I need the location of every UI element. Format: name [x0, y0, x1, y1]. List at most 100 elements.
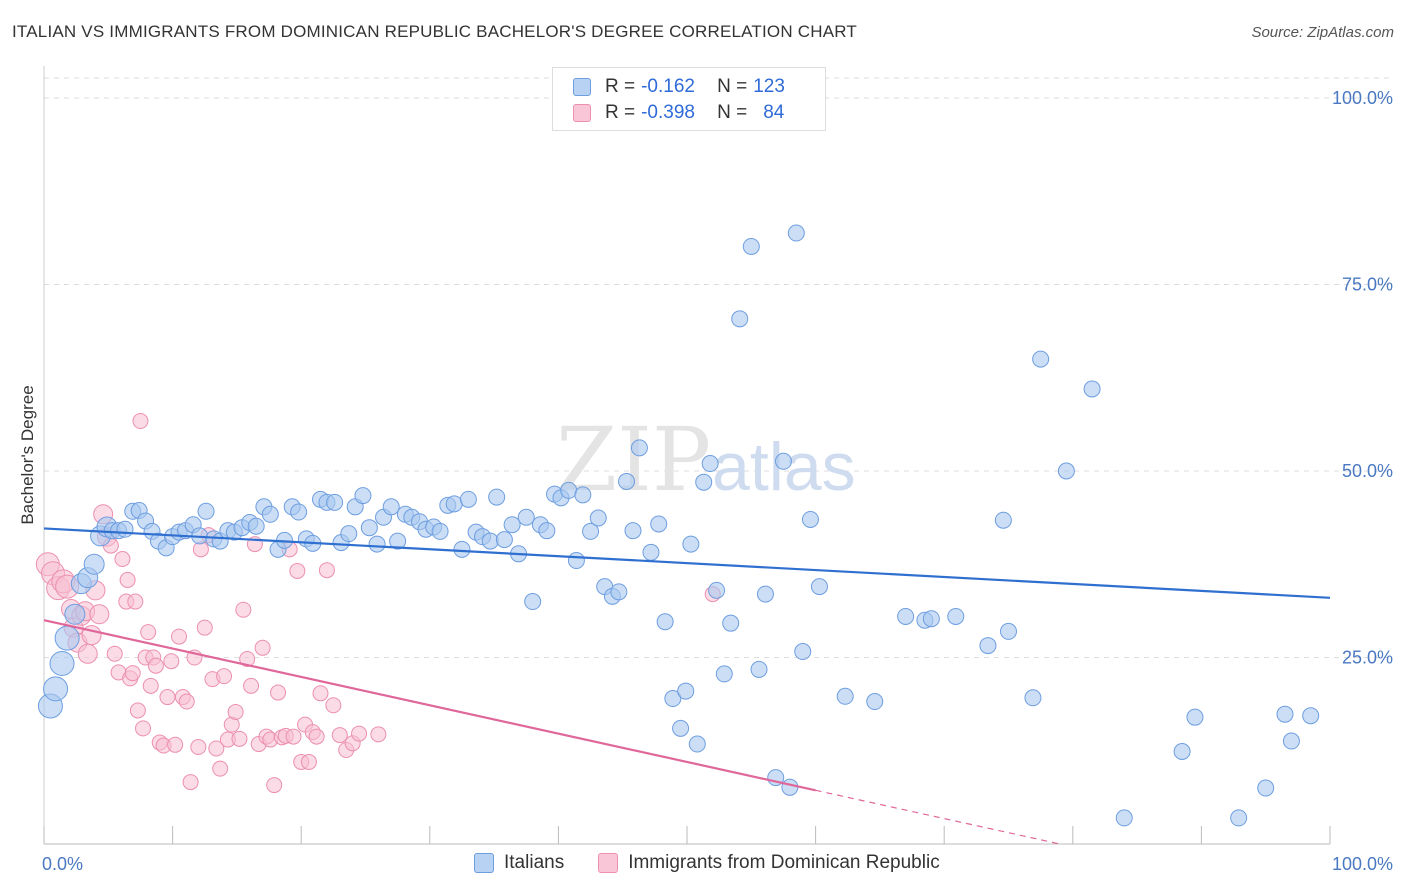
italian-point — [682, 535, 700, 553]
x-tick-label: 0.0% — [42, 854, 83, 874]
italians-trend-line — [43, 527, 1331, 599]
dominican-point — [318, 562, 335, 579]
italian-point — [1230, 809, 1248, 827]
italian-point — [1057, 462, 1075, 480]
dominican-point — [235, 601, 252, 618]
italian-point — [866, 693, 884, 711]
italian-point — [567, 552, 585, 570]
dominican-point — [370, 726, 387, 743]
dominican-point — [129, 702, 146, 719]
legend-n-value: 123 — [753, 76, 785, 97]
italian-point — [650, 515, 668, 533]
italian-point — [524, 593, 542, 611]
italian-point — [656, 613, 674, 631]
trend-lines — [43, 527, 1331, 845]
italian-point — [1173, 742, 1191, 760]
dominican-point — [135, 720, 152, 737]
x-tick-label: 100.0% — [1332, 854, 1393, 874]
italian-point — [701, 455, 719, 473]
dominican-point — [266, 777, 283, 794]
italian-point — [54, 625, 80, 651]
italian-point — [382, 498, 400, 516]
italian-point — [742, 237, 760, 255]
dominican-point — [196, 619, 213, 636]
dominican-point — [285, 728, 302, 745]
dominican-point — [163, 653, 180, 670]
dominican-point — [124, 665, 141, 682]
dominican-point — [106, 645, 123, 662]
dominican-point — [147, 657, 164, 674]
italian-point — [787, 224, 805, 242]
italian-point — [49, 650, 75, 676]
italian-point — [368, 535, 386, 553]
italian-point — [664, 690, 682, 708]
italian-point — [326, 493, 344, 511]
italian-point — [43, 676, 69, 702]
italian-point — [947, 607, 965, 625]
chart-title: ITALIAN VS IMMIGRANTS FROM DOMINICAN REP… — [12, 22, 857, 41]
dominican-point — [77, 643, 98, 664]
dominican-point — [167, 736, 184, 753]
dominican-point — [159, 689, 176, 706]
italian-point — [630, 439, 648, 457]
dominican-point — [312, 685, 329, 702]
italian-point — [1302, 707, 1320, 725]
dominican-point — [132, 413, 149, 430]
series-legend: Italians Immigrants from Dominican Repub… — [474, 852, 974, 874]
italian-point — [589, 509, 607, 527]
italian-point — [642, 543, 660, 561]
italian-point — [1115, 809, 1133, 827]
legend-n-label: N = — [717, 76, 748, 97]
italian-point — [618, 472, 636, 490]
dominican-point — [231, 730, 248, 747]
dominican-point — [308, 728, 325, 745]
italian-point — [672, 719, 690, 737]
legend-n-value: 84 — [763, 102, 785, 123]
italian-point — [750, 660, 768, 678]
dominican-point — [212, 760, 229, 777]
legend-item-italians[interactable]: Italians — [474, 852, 564, 874]
italian-point — [481, 532, 499, 550]
legend-r-value: -0.162 — [641, 76, 695, 97]
legend-item-dominican[interactable]: Immigrants from Dominican Republic — [598, 852, 940, 874]
italian-point — [1282, 732, 1300, 750]
dominican-point — [208, 740, 225, 757]
legend-swatch-dominican — [573, 104, 591, 122]
tick-labels: 25.0% 50.0% 75.0% 100.0% 0.0% 100.0% — [42, 88, 1393, 874]
italian-point — [116, 520, 134, 538]
italian-point — [445, 495, 463, 513]
dominican-point — [300, 753, 317, 770]
dominican-point — [227, 703, 244, 720]
italian-point — [994, 511, 1012, 529]
dominican-point — [243, 677, 260, 694]
italian-point — [197, 502, 215, 520]
italian-point — [695, 473, 713, 491]
legend-r-label: R = — [605, 76, 636, 97]
dominican-point — [182, 774, 199, 791]
dominican-point — [351, 725, 368, 742]
italian-point — [261, 505, 279, 523]
italian-point — [495, 531, 513, 549]
legend-n-label: N = — [717, 102, 748, 123]
italian-point — [459, 490, 477, 508]
dominican-point — [127, 593, 144, 610]
italian-point — [517, 508, 535, 526]
italian-point — [1276, 705, 1294, 723]
legend-label-italians: Italians — [504, 852, 565, 873]
dominican-point — [289, 562, 306, 579]
italian-point — [731, 310, 749, 328]
italian-point — [1032, 350, 1050, 368]
legend-r-value: -0.398 — [641, 102, 695, 123]
italian-point — [340, 525, 358, 543]
italian-point — [538, 522, 556, 540]
dominican-point — [331, 727, 348, 744]
dominican-point — [114, 551, 131, 568]
dominican-point — [270, 684, 287, 701]
italian-point — [722, 614, 740, 632]
italian-point — [677, 682, 695, 700]
dominican-point — [216, 668, 233, 685]
dominican-point — [119, 571, 136, 588]
dominican-point — [254, 639, 271, 656]
dominican-point — [239, 650, 256, 667]
italian-point — [431, 522, 449, 540]
